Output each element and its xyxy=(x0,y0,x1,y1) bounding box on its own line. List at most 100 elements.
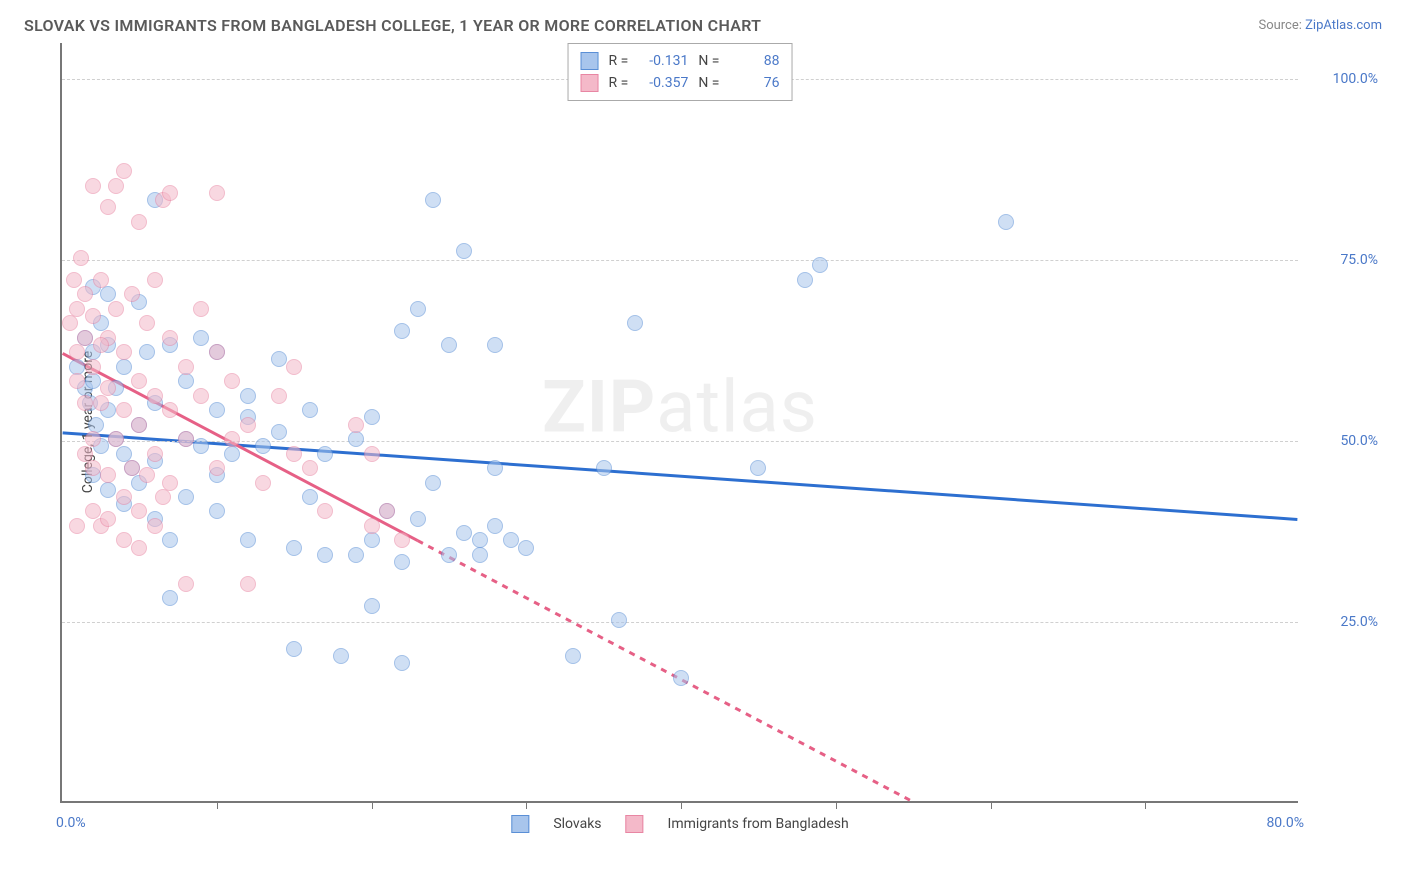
source-prefix: Source: xyxy=(1258,18,1305,33)
scatter-point xyxy=(108,301,124,317)
scatter-point xyxy=(209,503,225,519)
scatter-point xyxy=(286,446,302,462)
scatter-point xyxy=(209,344,225,360)
gridline xyxy=(62,622,1298,623)
scatter-point xyxy=(611,612,627,628)
scatter-point xyxy=(69,301,85,317)
scatter-point xyxy=(286,540,302,556)
n-value-1: 88 xyxy=(729,53,779,69)
scatter-point xyxy=(348,417,364,433)
scatter-point xyxy=(750,460,766,476)
scatter-point xyxy=(178,576,194,592)
scatter-point xyxy=(456,525,472,541)
scatter-point xyxy=(286,641,302,657)
scatter-point xyxy=(797,272,813,288)
scatter-point xyxy=(85,431,101,447)
x-axis-min-label: 0.0% xyxy=(56,815,86,831)
scatter-point xyxy=(85,460,101,476)
scatter-point xyxy=(100,380,116,396)
scatter-point xyxy=(394,323,410,339)
scatter-point xyxy=(224,431,240,447)
scatter-point xyxy=(425,192,441,208)
header: SLOVAK VS IMMIGRANTS FROM BANGLADESH COL… xyxy=(0,0,1406,43)
footer-label-2: Immigrants from Bangladesh xyxy=(668,816,849,832)
n-label-2: N = xyxy=(698,75,719,91)
scatter-point xyxy=(998,214,1014,230)
footer-label-1: Slovaks xyxy=(553,816,601,832)
scatter-point xyxy=(364,409,380,425)
watermark: ZIPatlas xyxy=(542,364,818,449)
x-tick xyxy=(372,801,373,809)
scatter-point xyxy=(62,315,78,331)
scatter-point xyxy=(131,373,147,389)
scatter-point xyxy=(162,185,178,201)
y-tick-label: 50.0% xyxy=(1308,433,1378,449)
x-tick xyxy=(681,801,682,809)
x-tick xyxy=(217,801,218,809)
scatter-point xyxy=(178,359,194,375)
scatter-point xyxy=(394,532,410,548)
scatter-point xyxy=(240,532,256,548)
scatter-point xyxy=(77,395,93,411)
plot-area: ZIPatlas R = -0.131 N = 88 R = -0.357 N … xyxy=(60,43,1298,803)
scatter-point xyxy=(193,388,209,404)
scatter-point xyxy=(85,178,101,194)
scatter-point xyxy=(410,301,426,317)
scatter-point xyxy=(85,503,101,519)
scatter-point xyxy=(116,163,132,179)
swatch-series-1 xyxy=(581,52,599,70)
scatter-point xyxy=(271,388,287,404)
scatter-point xyxy=(85,308,101,324)
footer-swatch-1 xyxy=(511,815,529,833)
source-attribution: Source: ZipAtlas.com xyxy=(1258,18,1382,33)
scatter-point xyxy=(73,250,89,266)
scatter-point xyxy=(364,532,380,548)
scatter-point xyxy=(348,547,364,563)
scatter-point xyxy=(116,532,132,548)
scatter-point xyxy=(565,648,581,664)
scatter-point xyxy=(364,598,380,614)
scatter-point xyxy=(162,402,178,418)
scatter-point xyxy=(224,373,240,389)
swatch-series-2 xyxy=(581,74,599,92)
scatter-point xyxy=(100,482,116,498)
scatter-point xyxy=(317,503,333,519)
x-axis-max-label: 80.0% xyxy=(1266,815,1304,831)
r-label-2: R = xyxy=(609,75,629,91)
scatter-point xyxy=(812,257,828,273)
scatter-point xyxy=(147,446,163,462)
y-tick-label: 25.0% xyxy=(1308,614,1378,630)
scatter-point xyxy=(472,547,488,563)
x-tick xyxy=(836,801,837,809)
gridline xyxy=(62,260,1298,261)
scatter-point xyxy=(255,475,271,491)
r-value-2: -0.357 xyxy=(638,75,688,91)
scatter-point xyxy=(317,446,333,462)
scatter-point xyxy=(596,460,612,476)
scatter-point xyxy=(302,402,318,418)
gridline xyxy=(62,441,1298,442)
x-tick xyxy=(526,801,527,809)
source-link[interactable]: ZipAtlas.com xyxy=(1305,18,1382,33)
scatter-point xyxy=(193,330,209,346)
scatter-point xyxy=(108,178,124,194)
scatter-point xyxy=(487,337,503,353)
scatter-point xyxy=(69,373,85,389)
series-legend: Slovaks Immigrants from Bangladesh xyxy=(511,815,848,833)
scatter-point xyxy=(124,460,140,476)
scatter-point xyxy=(224,446,240,462)
scatter-point xyxy=(394,655,410,671)
scatter-point xyxy=(77,286,93,302)
scatter-point xyxy=(209,402,225,418)
scatter-point xyxy=(425,475,441,491)
scatter-point xyxy=(441,337,457,353)
scatter-point xyxy=(93,337,109,353)
scatter-point xyxy=(317,547,333,563)
scatter-point xyxy=(240,576,256,592)
scatter-point xyxy=(333,648,349,664)
scatter-point xyxy=(147,518,163,534)
chart-container: SLOVAK VS IMMIGRANTS FROM BANGLADESH COL… xyxy=(0,0,1406,892)
stats-row-1: R = -0.131 N = 88 xyxy=(581,50,780,72)
scatter-point xyxy=(364,518,380,534)
scatter-point xyxy=(193,301,209,317)
